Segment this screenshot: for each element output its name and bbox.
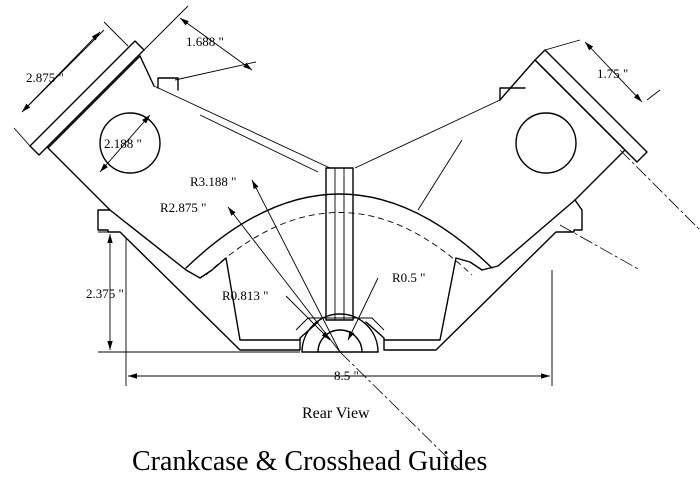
dim-left-guide-width: 1.688 "	[186, 34, 224, 49]
dim-radius-inner-arc: R2.875 "	[160, 200, 206, 215]
centerlines	[339, 149, 700, 471]
right-bore-circle	[515, 112, 577, 174]
dim-height: 2.375 "	[86, 286, 124, 301]
drawing-title: Crankcase & Crosshead Guides	[132, 446, 487, 477]
dim-left-guide-length: 2.875 "	[26, 70, 64, 85]
crankcase-body	[97, 193, 583, 353]
dimension-lines	[13, 5, 661, 386]
dim-overall-width: 8.5 "	[334, 368, 359, 383]
dim-radius-crank: R0.5 "	[392, 270, 425, 285]
view-label: Rear View	[302, 405, 370, 422]
dim-right-guide-width: 1.75 "	[597, 66, 628, 81]
dim-radius-outer-arc: R3.188 "	[190, 174, 236, 189]
central-web	[325, 167, 354, 321]
radius-leaders	[227, 179, 379, 353]
right-crosshead-guide	[354, 49, 648, 211]
dim-bore-diameter: 2.188 "	[104, 136, 142, 151]
left-crosshead-guide	[29, 40, 331, 211]
dim-radius-bearing: R0.813 "	[222, 288, 268, 303]
